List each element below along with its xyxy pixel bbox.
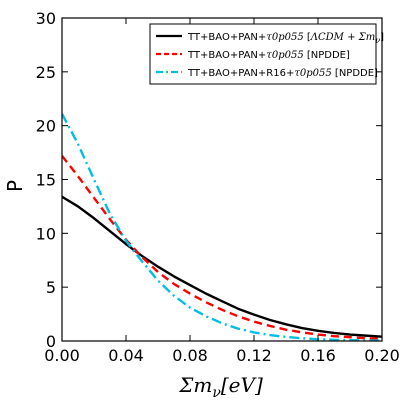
y-axis-label: P [3,180,27,192]
tick-marks [61,17,383,342]
x-tick-label: 0.04 [108,346,144,365]
y-tick-label: 5 [46,278,56,297]
x-tick-label: 0.00 [44,346,80,365]
legend-label-3: TT+BAO+PAN+R16+τ0p055 [NPDDE] [187,68,378,79]
legend: TT+BAO+PAN+τ0p055 [ΛCDM + Σmν] TT+BAO+PAN… [149,23,384,85]
series-line-2 [62,155,382,341]
y-tick-label: 25 [36,63,56,82]
x-tick-label: 0.20 [364,346,400,365]
legend-label-1: TT+BAO+PAN+τ0p055 [ΛCDM + Σmν] [187,32,384,45]
y-tick-label: 15 [36,171,56,190]
x-axis-label: Σmν[eV] [178,373,263,401]
legend-box [149,23,377,85]
x-tick-label: 0.16 [300,346,336,365]
legend-label-2: TT+BAO+PAN+τ0p055 [NPDDE] [187,50,350,61]
series-line-1 [62,195,382,338]
series-line-3 [62,113,382,341]
y-tick-label: 10 [36,224,56,243]
y-tick-label: 0 [46,332,56,351]
plot-area [62,113,382,341]
x-tick-label: 0.08 [172,346,208,365]
x-tick-label: 0.12 [236,346,272,365]
y-tick-label: 20 [36,117,56,136]
tick-labels: 0.00 0.04 0.08 0.12 0.16 0.20 0 5 10 15 20 25 30 [36,9,400,365]
y-tick-label: 30 [36,9,56,28]
